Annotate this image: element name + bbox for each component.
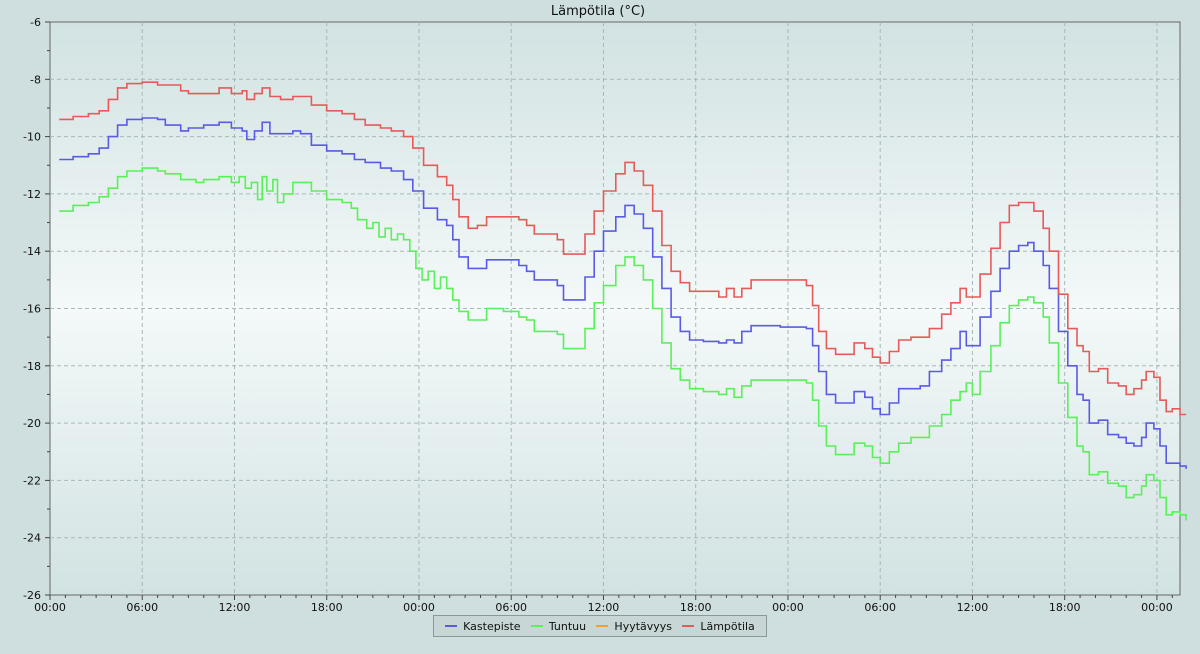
x-tick-label: 18:00	[311, 601, 343, 614]
legend-swatch	[596, 625, 609, 627]
legend-entry: Hyytävyys	[596, 620, 672, 633]
legend-swatch	[445, 625, 458, 627]
y-tick-label: -26	[23, 589, 41, 602]
series	[59, 81, 1187, 521]
legend-label: Hyytävyys	[614, 619, 673, 633]
series-line-3	[59, 81, 1187, 416]
x-tick-label: 18:00	[680, 601, 712, 614]
legend-label: Lämpötila	[700, 619, 755, 633]
legend-label: Tuntuu	[548, 619, 587, 633]
series-line-0	[59, 117, 1187, 469]
y-tick-label: -6	[30, 16, 41, 29]
legend-entry: Lämpötila	[682, 619, 755, 633]
legend-swatch	[530, 625, 543, 627]
legend-entry: Kastepiste	[445, 619, 521, 633]
y-tick-label: -12	[23, 188, 41, 201]
x-tick-label: 00:00	[403, 601, 435, 614]
y-tick-label: -22	[23, 474, 41, 487]
x-tick-label: 18:00	[1049, 601, 1081, 614]
y-tick-label: -8	[30, 73, 41, 86]
y-tick-label: -20	[23, 417, 41, 430]
x-tick-label: 06:00	[864, 601, 896, 614]
x-tick-label: 00:00	[34, 601, 66, 614]
legend: Kastepiste Tuntuu Hyytävyys Lämpötila	[433, 615, 767, 637]
x-tick-label: 12:00	[957, 601, 989, 614]
x-tick-label: 06:00	[495, 601, 527, 614]
legend-entry: Tuntuu	[530, 619, 587, 633]
x-tick-label: 12:00	[588, 601, 620, 614]
chart-title: Lämpötila (°C)	[551, 4, 645, 19]
y-tick-label: -16	[23, 303, 41, 316]
x-tick-label: 00:00	[1141, 601, 1173, 614]
legend-swatch	[682, 625, 695, 627]
legend-label: Kastepiste	[463, 619, 521, 633]
x-tick-label: 12:00	[219, 601, 251, 614]
x-tick-label: 00:00	[772, 601, 804, 614]
y-tick-label: -18	[23, 360, 41, 373]
x-tick-label: 06:00	[126, 601, 158, 614]
y-tick-label: -14	[23, 245, 41, 258]
series-line-1	[59, 167, 1187, 521]
y-tick-label: -10	[23, 131, 41, 144]
y-tick-label: -24	[23, 532, 41, 545]
